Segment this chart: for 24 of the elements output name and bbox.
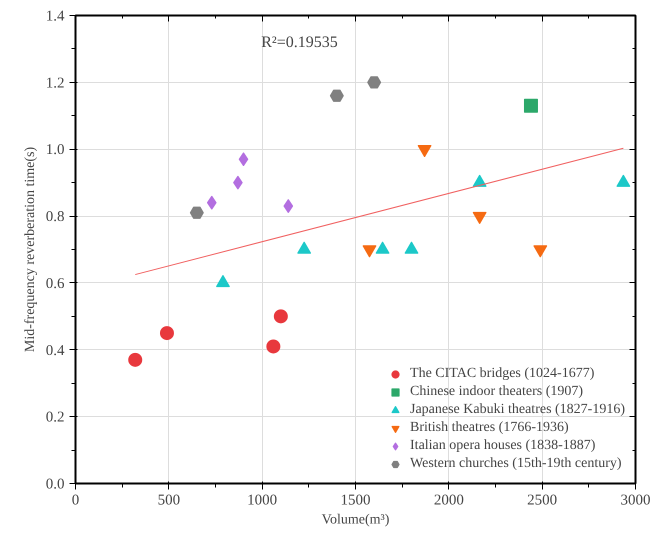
y-tick-label: 0.8 [46,209,64,226]
x-tick-label: 0 [72,492,80,508]
y-tick-label: 0.0 [46,476,64,492]
x-tick-label: 1500 [340,492,370,508]
y-tick-label: 1.2 [46,75,64,92]
x-axis-title: Volume(m³) [322,512,390,528]
x-tick-label: 1000 [247,492,278,508]
x-tick-label: 3000 [620,492,650,508]
x-tick-label: 2000 [434,492,464,508]
legend-label: Western churches (15th-19th century) [410,455,622,473]
annotation: R²=0.19535 [261,34,338,52]
y-tick-label: 0.2 [46,410,64,426]
y-tick-label: 1.0 [46,142,64,158]
legend-label: Chinese indoor theaters (1907) [410,383,584,401]
y-tick-label: 0.6 [46,276,65,292]
y-tick-label: 0.4 [46,342,65,359]
x-tick-label: 500 [158,492,180,508]
y-axis-title: Mid-frequency reverberation time(s) [22,146,38,352]
y-tick-label: 1.4 [46,8,65,24]
legend-label: Italian opera houses (1838-1887) [410,437,596,455]
x-tick-label: 2500 [527,492,558,508]
legend-label: The CITAC bridges (1024-1677) [410,365,594,383]
legend-label: British theatres (1766-1936) [410,419,569,437]
legend-label: Japanese Kabuki theatres (1827-1916) [410,401,625,419]
